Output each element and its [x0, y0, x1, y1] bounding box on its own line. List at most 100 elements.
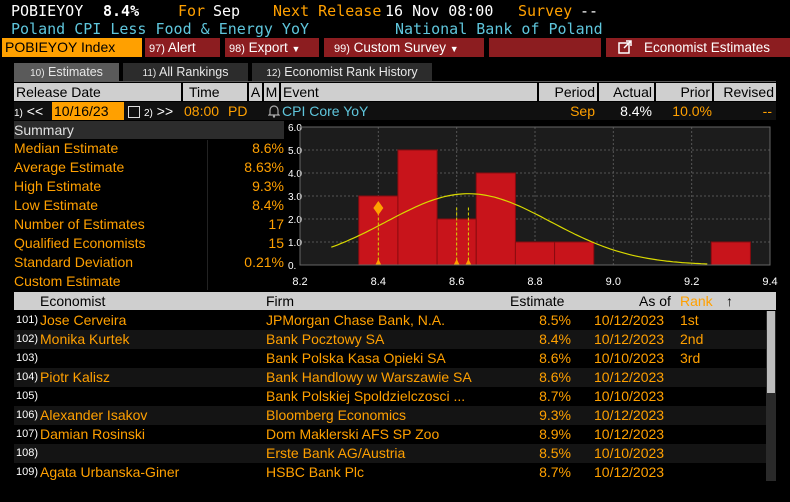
economist-name[interactable]: Damian Rosinski	[40, 426, 146, 442]
summary-row: Low Estimate 8.4%	[14, 196, 284, 215]
tab-estimates[interactable]: 10) Estimates	[14, 63, 119, 81]
economist-firm[interactable]: Bank Handlowy w Warszawie SA	[266, 369, 472, 385]
release-time: 08:00	[184, 103, 220, 119]
economist-estimate: 8.6%	[539, 369, 571, 385]
scrollbar-thumb[interactable]	[767, 311, 775, 393]
calendar-icon[interactable]	[128, 106, 140, 118]
sort-arrow-icon[interactable]: ↑	[726, 293, 733, 309]
x-tick-label: 9.4	[762, 276, 777, 288]
source: National Bank of Poland	[395, 20, 603, 38]
economist-row-number: 105)	[16, 390, 39, 402]
economist-asof: 10/12/2023	[594, 464, 665, 480]
release-actual: 8.4%	[620, 103, 652, 119]
description: Poland CPI Less Food & Energy YoY	[11, 20, 310, 38]
economist-row[interactable]: 103) Bank Polska Kasa Opieki SA 8.6% 10/10/…	[14, 349, 766, 368]
economist-firm[interactable]: Dom Maklerski AFS SP Zoo	[266, 426, 440, 442]
economist-firm[interactable]: Erste Bank AG/Austria	[266, 445, 406, 461]
economist-row[interactable]: 107) Damian Rosinski Dom Maklerski AFS SP …	[14, 425, 766, 444]
economist-asof: 10/12/2023	[594, 331, 665, 347]
economist-row[interactable]: 102) Monika Kurtek Bank Pocztowy SA 8.4% 10/…	[14, 330, 766, 349]
prev-date-button[interactable]: 1) <<	[14, 102, 43, 123]
header-event: Event	[281, 83, 537, 101]
summary-value: 8.6%	[252, 140, 284, 156]
summary-label: Average Estimate	[14, 159, 125, 175]
economist-firm[interactable]: Bloomberg Economics	[266, 407, 407, 423]
y-tick-label: 4.0	[288, 169, 302, 180]
header-a-label: A	[250, 84, 261, 100]
economist-firm[interactable]: Bank Pocztowy SA	[266, 331, 385, 347]
economist-firm[interactable]: JPMorgan Chase Bank, N.A.	[266, 312, 445, 328]
prev-date-glyph: <<	[26, 103, 44, 119]
summary-label: High Estimate	[14, 178, 102, 194]
econ-header-firm[interactable]: Firm	[266, 293, 294, 309]
release-date-input[interactable]: 10/16/23	[52, 102, 124, 120]
custom-survey-button[interactable]: 99) Custom Survey ▼	[324, 38, 484, 57]
index-button[interactable]: POBIEYOY Index	[2, 38, 142, 57]
tab-underline	[14, 81, 776, 82]
economist-row[interactable]: 104) Piotr Kalisz Bank Handlowy w Warszawi…	[14, 368, 766, 387]
economist-row-number: 108)	[16, 447, 39, 459]
economist-name[interactable]: Piotr Kalisz	[40, 369, 111, 385]
economist-estimate: 8.5%	[539, 312, 571, 328]
econ-header-estimate[interactable]: Estimate	[510, 293, 565, 309]
economist-name[interactable]: Monika Kurtek	[40, 331, 130, 347]
economist-estimate: 8.9%	[539, 426, 571, 442]
economist-estimate: 8.6%	[539, 350, 571, 366]
custom-survey-dropdown-icon: ▼	[449, 44, 459, 54]
summary-divider	[207, 140, 208, 290]
export-button[interactable]: 98) Export ▼	[225, 38, 319, 57]
release-revised: --	[762, 103, 772, 119]
economist-row[interactable]: 108) Erste Bank AG/Austria 8.5% 10/10/2023	[14, 444, 766, 463]
y-tick-label: 6.0	[288, 123, 302, 134]
header-actual-label: Actual	[613, 84, 652, 100]
release-prior: 10.0%	[672, 103, 712, 119]
alert-button[interactable]: 97) Alert	[145, 38, 220, 57]
economist-asof: 10/10/2023	[594, 445, 665, 461]
index-label: POBIEYOY Index	[5, 39, 116, 55]
economist-firm[interactable]: Bank Polska Kasa Opieki SA	[266, 350, 446, 366]
scrollbar-track[interactable]	[766, 311, 776, 481]
y-tick-label: 0.	[288, 261, 296, 272]
custom-survey-label: Custom Survey	[353, 40, 446, 55]
summary-value: 9.3%	[252, 178, 284, 194]
econ-header-economist[interactable]: Economist	[40, 293, 106, 309]
summary-title-bar: Summary	[14, 121, 284, 139]
summary-row: High Estimate 9.3%	[14, 177, 284, 196]
economist-row-number: 103)	[16, 352, 39, 364]
economist-asof: 10/10/2023	[594, 350, 665, 366]
tab-economist-rank-history[interactable]: 12) Economist Rank History	[252, 63, 432, 81]
economist-estimate: 8.4%	[539, 331, 571, 347]
economist-row[interactable]: 109) Agata Urbanska-Giner HSBC Bank Plc 8.7…	[14, 463, 766, 482]
economist-row[interactable]: 101) Jose Cerveira JPMorgan Chase Bank, N.…	[14, 311, 766, 330]
economist-estimates-button[interactable]: Economist Estimates	[606, 38, 790, 57]
econ-header-asof[interactable]: As of	[639, 293, 671, 309]
economist-row[interactable]: 106) Alexander Isakov Bloomberg Economics 9…	[14, 406, 766, 425]
summary-row: Custom Estimate	[14, 272, 284, 291]
economist-name[interactable]: Agata Urbanska-Giner	[40, 464, 180, 480]
economist-name[interactable]: Alexander Isakov	[40, 407, 148, 423]
summary-label: Number of Estimates	[14, 216, 145, 232]
axis-marker	[375, 259, 382, 265]
summary-row: Average Estimate 8.63%	[14, 158, 284, 177]
ticker: POBIEYOY	[11, 2, 84, 20]
release-row: 1) << 10/16/23 2) >> 08:00 PD CPI Core Y…	[14, 102, 776, 120]
next-date-button[interactable]: 2) >>	[144, 102, 173, 123]
header-a: A	[249, 83, 262, 101]
economist-row-number: 109)	[16, 466, 39, 478]
econ-header-rank[interactable]: Rank	[680, 292, 713, 310]
economist-firm[interactable]: Bank Polskiej Spoldzielczosci ...	[266, 388, 466, 404]
histogram-bar	[397, 149, 438, 266]
economist-name[interactable]: Jose Cerveira	[40, 312, 127, 328]
tab-all-rankings[interactable]: 11) All Rankings	[123, 63, 248, 81]
economist-row[interactable]: 105) Bank Polskiej Spoldzielczosci ... 8.7…	[14, 387, 766, 406]
economist-row-number: 104)	[16, 371, 39, 383]
economist-firm[interactable]: HSBC Bank Plc	[266, 464, 365, 480]
summary-row: Qualified Economists 15	[14, 234, 284, 253]
bell-icon[interactable]	[267, 104, 281, 122]
release-event[interactable]: CPI Core YoY	[282, 103, 369, 119]
alert-label: Alert	[167, 40, 196, 55]
plot-border	[299, 126, 771, 266]
header-release-date-label: Release Date	[16, 84, 101, 100]
histogram-bar	[710, 241, 751, 266]
economist-asof: 10/12/2023	[594, 312, 665, 328]
